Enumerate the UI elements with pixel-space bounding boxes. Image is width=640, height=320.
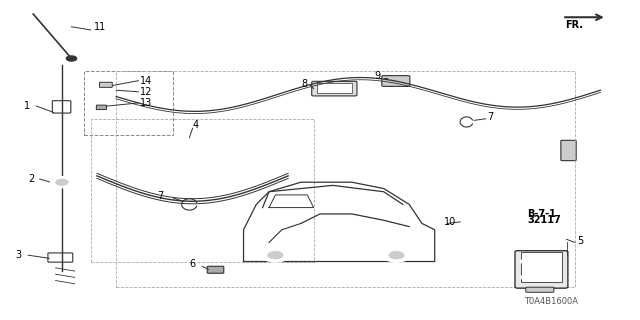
FancyBboxPatch shape — [526, 287, 554, 292]
Bar — [84, 71, 173, 135]
FancyBboxPatch shape — [382, 76, 410, 86]
Circle shape — [67, 56, 77, 61]
Text: 8: 8 — [301, 79, 307, 89]
Circle shape — [520, 260, 528, 263]
FancyBboxPatch shape — [100, 82, 112, 87]
Text: 3: 3 — [15, 250, 22, 260]
Circle shape — [383, 248, 410, 262]
Bar — [116, 71, 575, 287]
Circle shape — [51, 177, 74, 188]
FancyBboxPatch shape — [312, 81, 357, 96]
Circle shape — [268, 252, 283, 259]
FancyBboxPatch shape — [52, 101, 71, 113]
Text: 1: 1 — [24, 101, 30, 111]
Text: 10: 10 — [444, 217, 456, 227]
FancyBboxPatch shape — [515, 251, 568, 288]
Text: 32117: 32117 — [527, 215, 561, 225]
Circle shape — [261, 248, 289, 262]
Text: 14: 14 — [140, 76, 152, 86]
Bar — [91, 119, 314, 261]
Text: 9: 9 — [374, 71, 380, 81]
Text: 4: 4 — [193, 120, 198, 130]
Text: FR.: FR. — [565, 20, 583, 30]
Text: 6: 6 — [189, 259, 195, 269]
Text: 2: 2 — [28, 174, 35, 184]
Circle shape — [56, 179, 68, 185]
Bar — [317, 83, 352, 93]
Text: 13: 13 — [140, 98, 152, 108]
Text: 11: 11 — [94, 22, 106, 32]
FancyBboxPatch shape — [48, 253, 73, 262]
Text: 5: 5 — [577, 236, 583, 246]
Circle shape — [389, 252, 404, 259]
FancyBboxPatch shape — [561, 140, 576, 161]
FancyBboxPatch shape — [97, 105, 106, 109]
Text: 7: 7 — [487, 112, 493, 122]
FancyBboxPatch shape — [207, 266, 224, 273]
Text: 12: 12 — [140, 87, 153, 97]
Text: B-7-1: B-7-1 — [527, 209, 556, 219]
Text: 7: 7 — [157, 191, 164, 202]
Text: T0A4B1600A: T0A4B1600A — [524, 297, 578, 306]
Circle shape — [520, 276, 528, 279]
Bar — [521, 252, 562, 282]
